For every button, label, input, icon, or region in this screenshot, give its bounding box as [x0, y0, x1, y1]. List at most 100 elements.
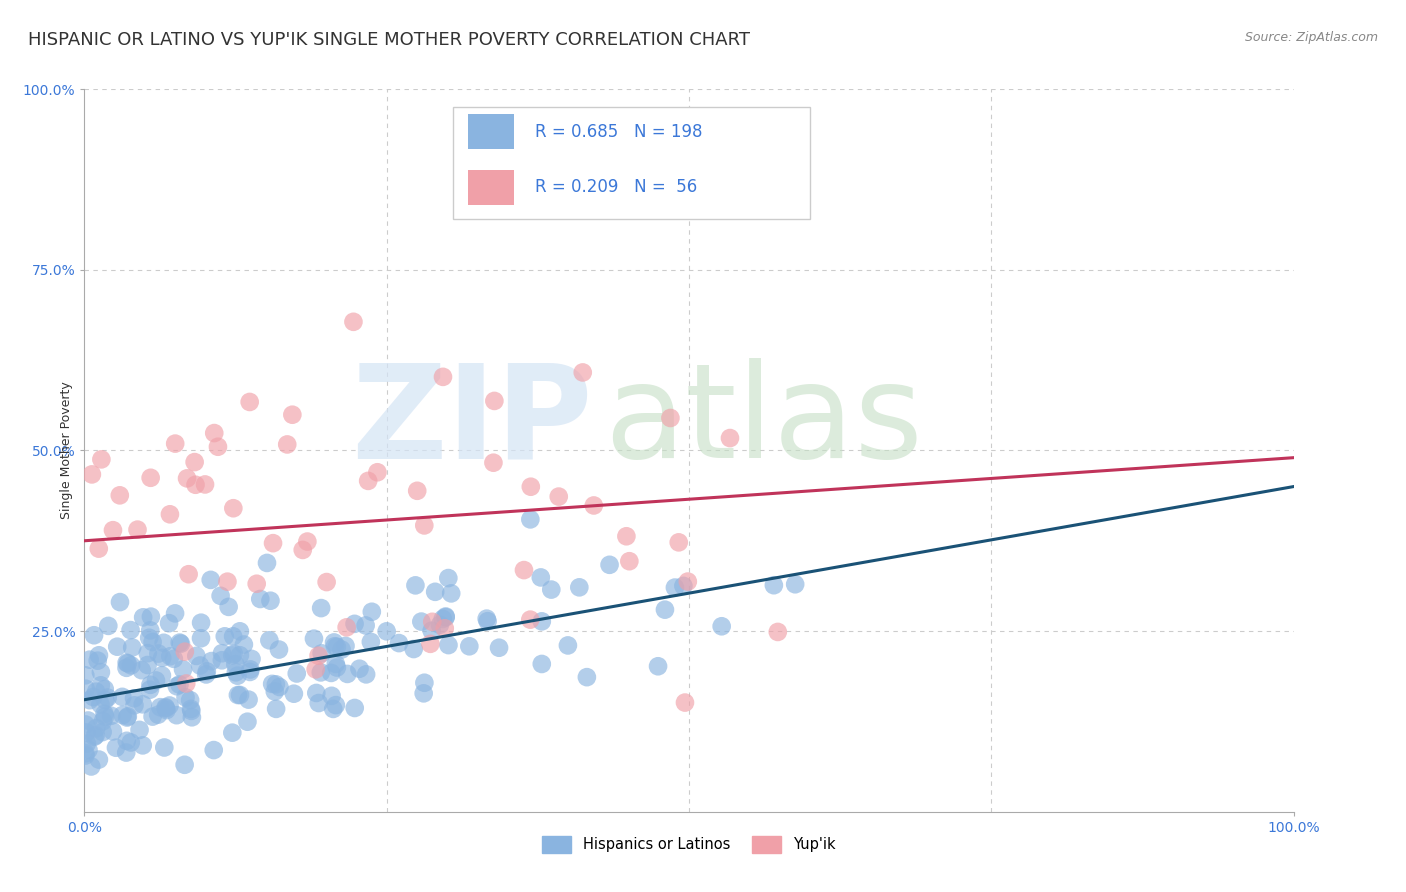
Point [259, 593, 281, 607]
Point [169, 677, 191, 691]
Point [77, 714, 100, 728]
Point [616, 529, 638, 543]
Point [413, 675, 436, 690]
Point [148, 707, 170, 722]
Point [321, 665, 343, 680]
Point [174, 690, 197, 705]
Point [157, 616, 180, 631]
Point [132, 610, 155, 624]
Point [221, 725, 243, 739]
Point [249, 592, 271, 607]
Point [165, 607, 187, 621]
Point [174, 676, 197, 690]
Point [87, 648, 110, 663]
Point [513, 563, 536, 577]
Point [139, 624, 162, 638]
Point [297, 534, 319, 549]
Point [101, 724, 124, 739]
Point [519, 512, 541, 526]
Point [336, 620, 359, 634]
Point [226, 688, 249, 702]
Point [131, 663, 153, 677]
Point [232, 638, 254, 652]
Point [326, 640, 349, 654]
Point [281, 408, 304, 422]
Point [654, 602, 676, 616]
Point [173, 645, 195, 659]
Point [82, 690, 104, 704]
Point [179, 693, 201, 707]
Text: atlas: atlas [605, 358, 924, 485]
Point [132, 698, 155, 712]
Point [94, 709, 117, 723]
Point [429, 617, 451, 632]
Point [285, 666, 308, 681]
Point [222, 629, 245, 643]
Point [180, 704, 202, 718]
Point [89, 698, 111, 712]
Point [94, 693, 117, 707]
Point [79, 693, 101, 707]
Point [138, 631, 160, 645]
Point [139, 609, 162, 624]
Point [145, 673, 167, 688]
Point [139, 471, 162, 485]
Point [305, 662, 328, 676]
Point [322, 702, 344, 716]
Point [108, 488, 131, 502]
Point [484, 393, 506, 408]
Point [557, 639, 579, 653]
Point [184, 477, 207, 491]
Point [186, 648, 208, 663]
Point [718, 431, 741, 445]
Point [256, 556, 278, 570]
Legend: Hispanics or Latinos, Yup'ik: Hispanics or Latinos, Yup'ik [536, 830, 842, 859]
Text: R = 0.209   N =  56: R = 0.209 N = 56 [536, 178, 697, 196]
Y-axis label: Single Mother Poverty: Single Mother Poverty [60, 382, 73, 519]
Point [267, 642, 290, 657]
Point [326, 660, 349, 674]
Point [263, 684, 285, 698]
Point [150, 668, 173, 682]
Point [434, 609, 457, 624]
Point [217, 574, 239, 589]
Point [166, 708, 188, 723]
Point [159, 508, 181, 522]
Text: Source: ZipAtlas.com: Source: ZipAtlas.com [1244, 31, 1378, 45]
Point [225, 665, 247, 680]
Point [238, 692, 260, 706]
Point [194, 477, 217, 491]
Point [599, 558, 621, 572]
Point [169, 635, 191, 649]
Point [335, 639, 357, 653]
Point [84, 684, 107, 698]
Point [360, 635, 382, 649]
Point [75, 748, 97, 763]
Point [406, 483, 429, 498]
Point [766, 624, 789, 639]
Point [305, 686, 328, 700]
Point [155, 703, 177, 717]
Point [120, 623, 142, 637]
Point [432, 612, 454, 626]
Point [91, 714, 114, 729]
Point [375, 624, 398, 639]
Point [214, 629, 236, 643]
Point [165, 436, 187, 450]
Point [343, 701, 366, 715]
Point [323, 635, 346, 649]
Point [159, 649, 181, 664]
Point [115, 656, 138, 670]
Point [321, 689, 343, 703]
Point [419, 637, 441, 651]
Point [388, 636, 411, 650]
Text: HISPANIC OR LATINO VS YUP'IK SINGLE MOTHER POVERTY CORRELATION CHART: HISPANIC OR LATINO VS YUP'IK SINGLE MOTH… [28, 31, 751, 49]
Point [200, 654, 222, 668]
Point [170, 637, 193, 651]
Point [240, 652, 263, 666]
Point [520, 480, 543, 494]
Point [229, 624, 252, 639]
Point [259, 633, 281, 648]
Point [530, 657, 553, 671]
Point [420, 624, 443, 638]
